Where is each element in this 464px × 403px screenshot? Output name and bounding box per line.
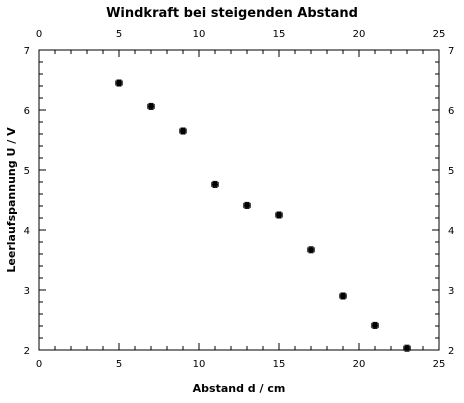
point-marker (148, 103, 154, 109)
y-tick-label-left: 4 (24, 226, 30, 237)
data-point (339, 292, 347, 300)
point-marker (308, 247, 314, 253)
y-tick-label-right: 6 (448, 106, 454, 117)
plot-frame (38, 49, 440, 351)
point-marker (404, 345, 410, 351)
point-marker (244, 202, 250, 208)
y-tick-label-right: 3 (448, 286, 454, 297)
data-point (211, 180, 219, 188)
data-point (147, 102, 155, 110)
data-point (275, 211, 283, 219)
x-tick-label-top: 15 (273, 29, 286, 40)
data-point (371, 321, 379, 329)
data-point (403, 344, 411, 352)
y-tick-label-left: 5 (24, 166, 30, 177)
x-tick-label-top: 20 (353, 29, 366, 40)
x-tick-label-top: 0 (36, 29, 42, 40)
x-tick-label-top: 5 (116, 29, 122, 40)
point-marker (276, 212, 282, 218)
x-axis-label: Abstand d / cm (193, 382, 286, 395)
y-tick-label-right: 2 (448, 346, 454, 357)
point-marker (372, 322, 378, 328)
y-axis-label: Leerlaufspannung U / V (5, 127, 18, 273)
data-point (243, 201, 251, 209)
x-tick-label-bottom: 0 (36, 359, 42, 370)
y-tick-label-left: 7 (24, 46, 30, 57)
point-marker (116, 80, 122, 86)
x-tick-label-top: 25 (433, 29, 446, 40)
data-point (115, 79, 123, 87)
x-tick-label-bottom: 20 (353, 359, 366, 370)
y-tick-label-right: 5 (448, 166, 454, 177)
y-tick-label-right: 4 (448, 226, 454, 237)
data-point (307, 246, 315, 254)
point-marker (212, 181, 218, 187)
y-tick-label-left: 2 (24, 346, 30, 357)
x-tick-label-bottom: 15 (273, 359, 286, 370)
point-marker (340, 293, 346, 299)
y-tick-label-left: 6 (24, 106, 30, 117)
axis-ticks (38, 49, 440, 351)
y-tick-label-right: 7 (448, 46, 454, 57)
x-tick-label-bottom: 5 (116, 359, 122, 370)
x-tick-label-bottom: 10 (193, 359, 206, 370)
data-points (115, 79, 411, 352)
data-point (179, 127, 187, 135)
y-tick-label-left: 3 (24, 286, 30, 297)
x-tick-label-top: 10 (193, 29, 206, 40)
x-tick-label-bottom: 25 (433, 359, 446, 370)
chart-title: Windkraft bei steigenden Abstand (106, 6, 358, 21)
point-marker (180, 128, 186, 134)
